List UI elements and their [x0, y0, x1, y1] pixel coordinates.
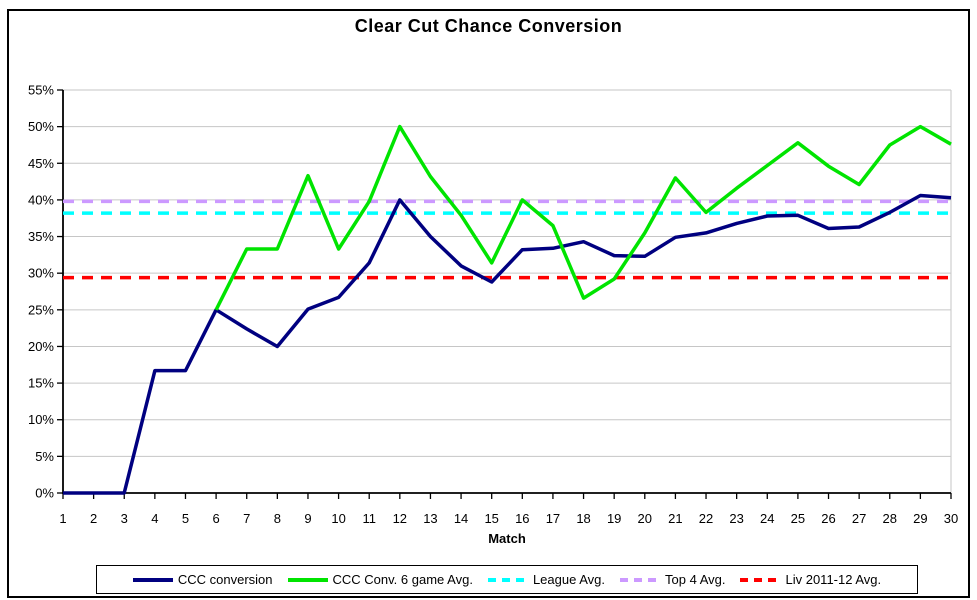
legend-item-league-avg: League Avg.: [487, 572, 605, 587]
y-tick-label: 0%: [35, 486, 54, 501]
legend-item-liv-2011-12-avg: Liv 2011-12 Avg.: [740, 572, 881, 587]
legend-label: Top 4 Avg.: [665, 572, 726, 587]
x-tick-label: 30: [944, 511, 958, 526]
legend-item-top-4-avg: Top 4 Avg.: [620, 572, 725, 587]
x-tick-label: 23: [729, 511, 743, 526]
x-tick-label: 11: [362, 511, 376, 526]
legend-label: CCC conversion: [177, 572, 273, 587]
legend: CCC conversion CCC Conv. 6 game Avg. Leagu…: [96, 565, 918, 594]
x-tick-label: 28: [883, 511, 897, 526]
y-tick-label: 10%: [28, 412, 54, 427]
y-tick-label: 5%: [35, 449, 54, 464]
ccc-conv-6-game-avg-line-swatch: [287, 577, 328, 582]
x-tick-label: 18: [576, 511, 590, 526]
x-tick-label: 3: [121, 511, 128, 526]
x-tick-label: 12: [393, 511, 407, 526]
x-tick-label: 26: [821, 511, 835, 526]
x-tick-label: 24: [760, 511, 774, 526]
x-tick-label: 14: [454, 511, 468, 526]
x-tick-label: 27: [852, 511, 866, 526]
legend-label: League Avg.: [532, 572, 605, 587]
x-tick-label: 5: [182, 511, 189, 526]
legend-item-ccc-conv-6-game-avg: CCC Conv. 6 game Avg.: [287, 572, 473, 587]
x-tick-label: 15: [484, 511, 498, 526]
x-tick-label: 6: [212, 511, 219, 526]
x-tick-label: 21: [668, 511, 682, 526]
x-tick-label: 4: [151, 511, 158, 526]
top-4-avg-line-swatch: [620, 577, 660, 582]
x-tick-label: 29: [913, 511, 927, 526]
x-axis: 1 2 3 4 5 6 7 8 9 10 11 12 13 14 15 16 17 18 19 20 21 22 23 24 2…: [59, 493, 958, 526]
league-avg-line-swatch: [487, 577, 528, 582]
y-tick-label: 35%: [28, 229, 54, 244]
x-tick-label: 19: [607, 511, 621, 526]
x-tick-label: 16: [515, 511, 529, 526]
chart-title: Clear Cut Chance Conversion: [354, 16, 623, 36]
x-tick-label: 9: [304, 511, 311, 526]
ccc-conversion-line-swatch: [132, 577, 173, 582]
y-tick-label: 20%: [28, 339, 54, 354]
x-tick-label: 20: [638, 511, 652, 526]
legend-label: CCC Conv. 6 game Avg.: [332, 572, 473, 587]
y-tick-label: 25%: [28, 302, 54, 317]
chart-frame: [7, 9, 970, 598]
x-tick-label: 7: [243, 511, 250, 526]
x-tick-label: 2: [90, 511, 97, 526]
y-tick-label: 40%: [28, 192, 54, 207]
gridlines: [63, 89, 951, 457]
x-tick-label: 25: [791, 511, 805, 526]
y-tick-label: 15%: [28, 376, 54, 391]
x-tick-label: 8: [274, 511, 281, 526]
x-axis-title: Match: [488, 531, 526, 546]
y-tick-label: 50%: [28, 119, 54, 134]
liv-2011-12-avg-line-swatch: [740, 577, 781, 582]
y-tick-label: 45%: [28, 156, 54, 171]
x-tick-label: 1: [59, 511, 66, 526]
y-axis: 0% 5% 10% 15% 20% 25% 30% 35% 40% 45% 50% 55%: [28, 83, 63, 501]
y-tick-label: 55%: [28, 83, 54, 98]
x-tick-label: 22: [699, 511, 713, 526]
series-ccc-conversion: [63, 193, 952, 495]
chart-plot: 0%5%10%15%20%25%30%35%40%45%50%55%1 2 3 4 5 6…: [28, 83, 958, 527]
series-ccc-conv-6-game-avg: [214, 124, 952, 311]
x-tick-label: 13: [423, 511, 437, 526]
x-tick-label: 17: [546, 511, 560, 526]
legend-item-ccc-conversion: CCC conversion: [132, 572, 273, 587]
y-tick-label: 30%: [28, 266, 54, 281]
x-tick-label: 10: [331, 511, 345, 526]
legend-label: Liv 2011-12 Avg.: [785, 572, 882, 587]
